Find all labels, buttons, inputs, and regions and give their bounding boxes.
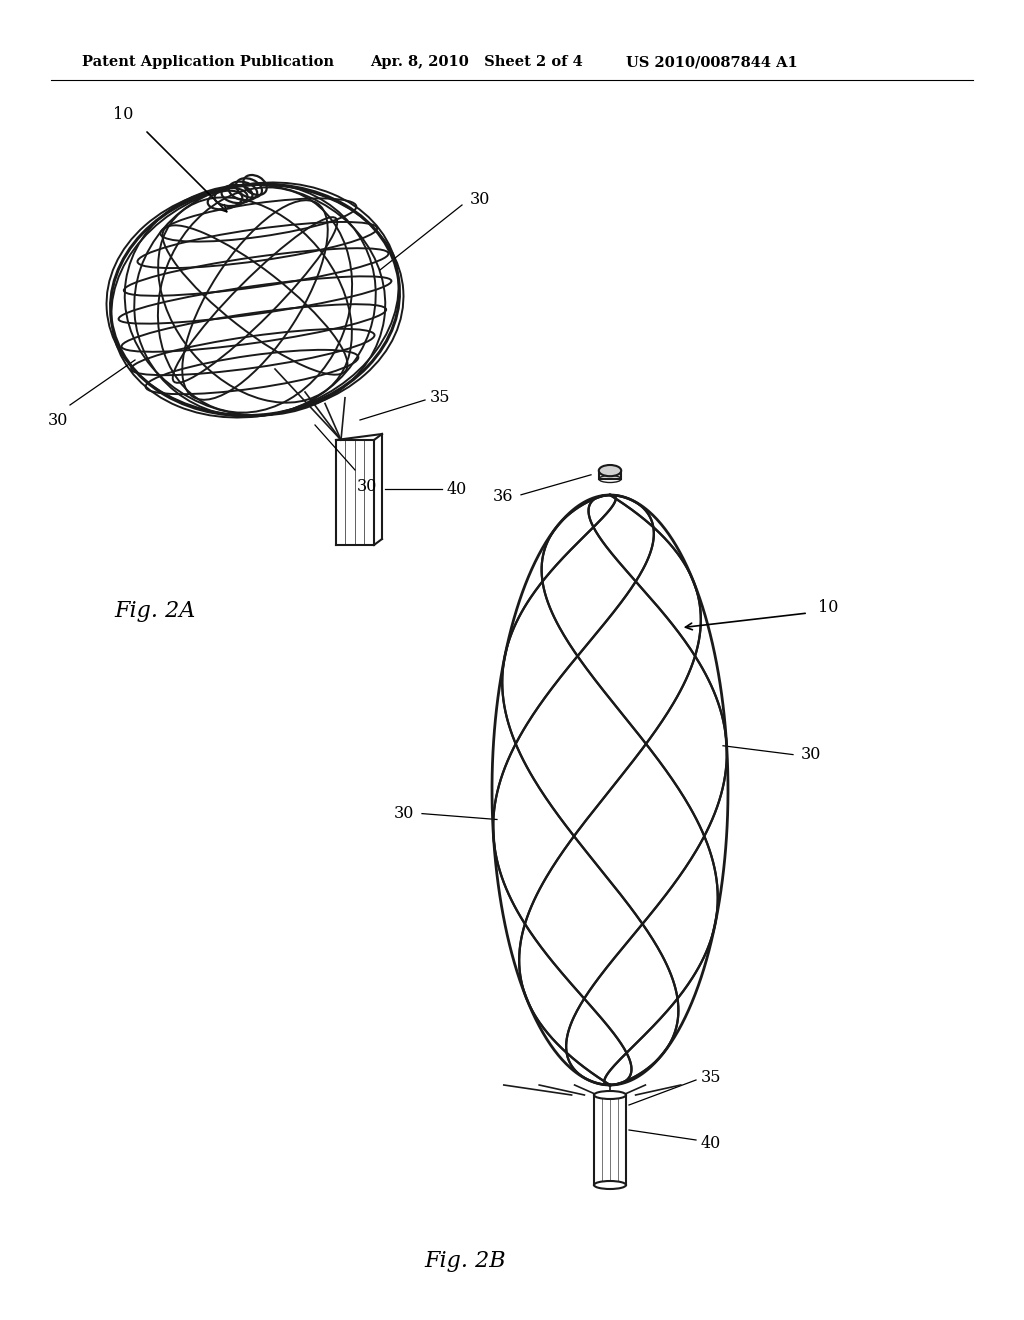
Ellipse shape [594, 1092, 626, 1100]
Text: Fig. 2A: Fig. 2A [115, 601, 196, 622]
Text: Patent Application Publication: Patent Application Publication [82, 55, 334, 69]
Text: Fig. 2B: Fig. 2B [424, 1250, 506, 1272]
Text: 10: 10 [113, 106, 133, 123]
Ellipse shape [594, 1181, 626, 1189]
Ellipse shape [599, 465, 622, 477]
Text: 40: 40 [447, 480, 467, 498]
Text: 35: 35 [701, 1068, 722, 1085]
Text: 35: 35 [430, 388, 451, 405]
Text: 30: 30 [470, 191, 490, 209]
Text: 30: 30 [357, 478, 378, 495]
Text: Apr. 8, 2010   Sheet 2 of 4: Apr. 8, 2010 Sheet 2 of 4 [370, 55, 583, 69]
Text: 30: 30 [801, 746, 821, 763]
Text: 30: 30 [48, 412, 69, 429]
Text: 40: 40 [701, 1134, 721, 1151]
Text: US 2010/0087844 A1: US 2010/0087844 A1 [626, 55, 798, 69]
Bar [599, 471, 622, 479]
Text: 36: 36 [493, 488, 513, 506]
Text: 30: 30 [393, 805, 414, 822]
Text: 10: 10 [818, 598, 839, 615]
